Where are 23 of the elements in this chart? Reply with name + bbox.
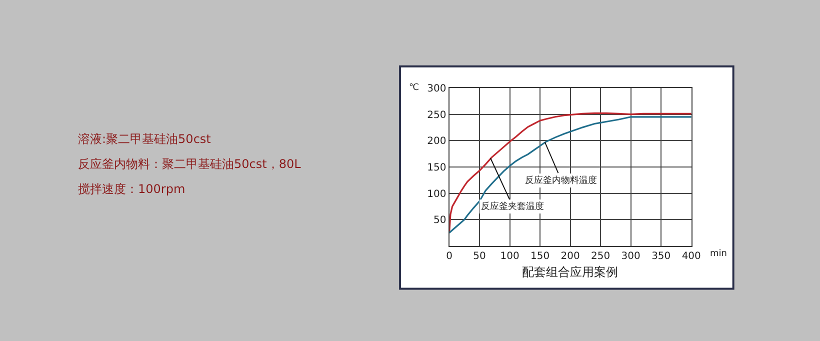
text: 配套组合应用案例 xyxy=(522,265,618,279)
x-tick-label: 200 xyxy=(560,250,580,262)
annotation: 反应釜夹套温度 xyxy=(481,201,544,212)
text: 反应釜内物料：聚二甲基硅油50cst，80L xyxy=(78,157,302,171)
annotation: 反应釜内物料温度 xyxy=(525,175,597,186)
y-tick-label: 100 xyxy=(427,188,446,200)
y-tick-label: 250 xyxy=(427,110,446,121)
x-tick-label: 150 xyxy=(530,250,550,262)
x-axis-title: min xyxy=(710,249,727,259)
x-tick-label: 100 xyxy=(500,250,520,262)
x-tick-label: 250 xyxy=(591,250,610,262)
y-tick-label: 150 xyxy=(427,162,446,174)
x-tick-label: 0 xyxy=(446,250,452,262)
text: 搅拌速度：100rpm xyxy=(78,182,186,196)
x-tick-label: 50 xyxy=(473,250,486,262)
x-tick-label: 400 xyxy=(682,250,701,262)
x-tick-label: 300 xyxy=(621,250,640,262)
y-axis-title: ℃ xyxy=(409,83,420,93)
y-tick-label: 200 xyxy=(427,136,446,148)
y-tick-label: 300 xyxy=(427,83,446,94)
x-tick-label: 350 xyxy=(652,250,671,262)
y-tick-label: 50 xyxy=(434,215,446,226)
text: 溶液:聚二甲基硅油50cst xyxy=(78,132,212,146)
